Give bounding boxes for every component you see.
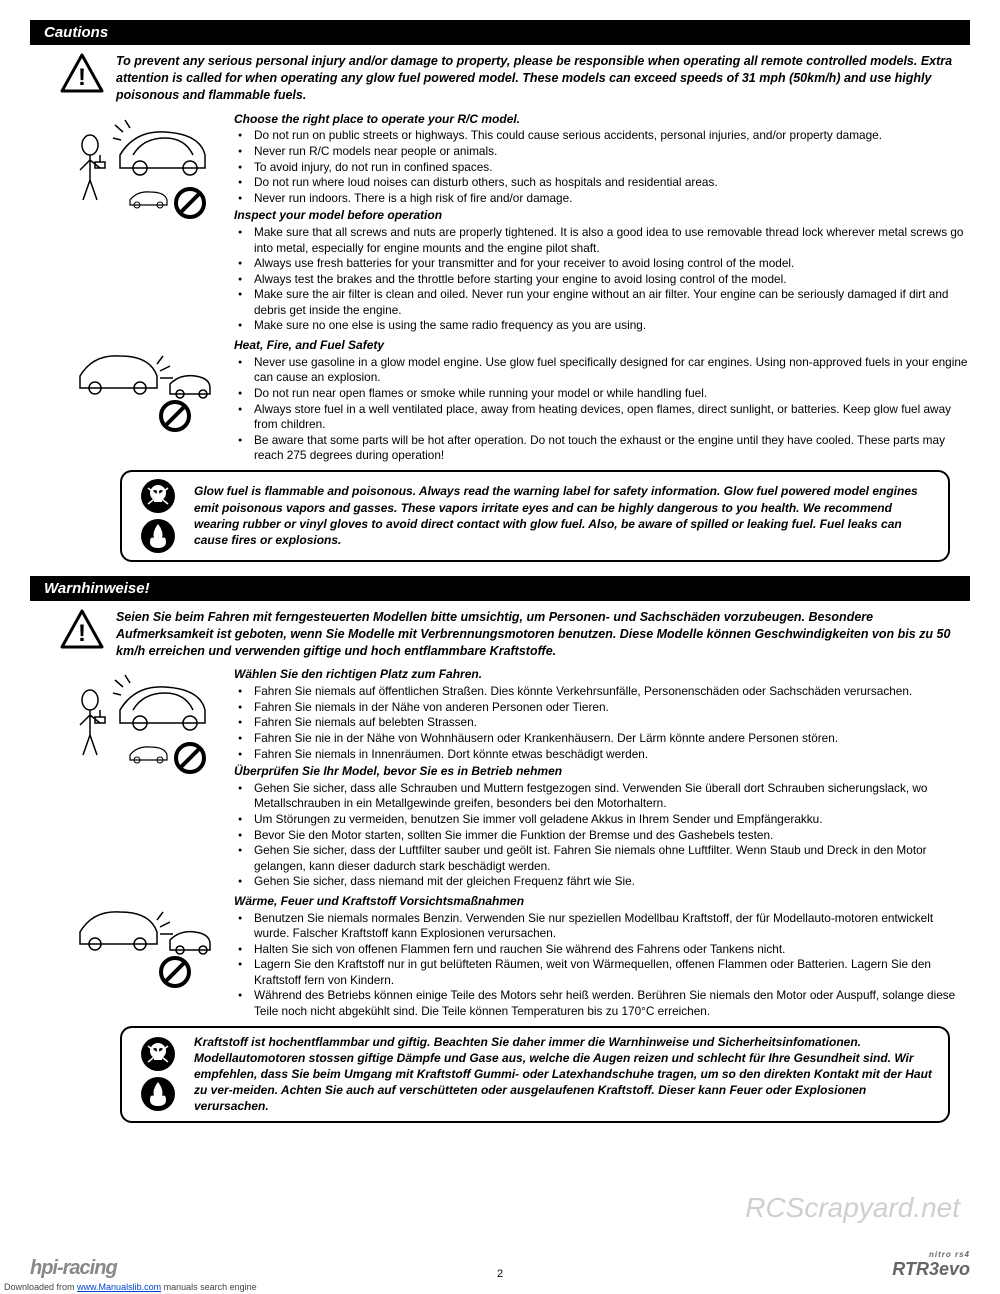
logo-left: hpi-racing	[30, 1257, 117, 1280]
footer: hpi-racing 2 nitro rs4 RTR3evo	[0, 1250, 1000, 1280]
list-item: Always test the brakes and the throttle …	[254, 272, 970, 288]
subhead-de-1: Überprüfen Sie Ihr Model, bevor Sie es i…	[234, 764, 970, 780]
list-item: Um Störungen zu vermeiden, benutzen Sie …	[254, 812, 970, 828]
list-item: Fahren Sie nie in der Nähe von Wohnhäuse…	[254, 731, 970, 747]
list-de-2: Benutzen Sie niemals normales Benzin. Ve…	[234, 911, 970, 1020]
download-line: Downloaded from www.Manualslib.com manua…	[4, 1282, 257, 1292]
list-de-1: Gehen Sie sicher, dass alle Schrauben un…	[234, 781, 970, 890]
warnbox-text-en: Glow fuel is flammable and poisonous. Al…	[194, 483, 936, 548]
list-item: Fahren Sie niemals in der Nähe von ander…	[254, 700, 970, 716]
header-en: Cautions	[30, 20, 970, 45]
intro-de: Seien Sie beim Fahren mit ferngesteuerte…	[116, 609, 970, 660]
list-item: Be aware that some parts will be hot aft…	[254, 433, 970, 464]
list-item: Gehen Sie sicher, dass der Luftfilter sa…	[254, 843, 970, 874]
list-item: Fahren Sie niemals in Innenräumen. Dort …	[254, 747, 970, 763]
subhead-en-2: Heat, Fire, and Fuel Safety	[234, 338, 970, 354]
list-item: Halten Sie sich von offenen Flammen fern…	[254, 942, 970, 958]
list-item: Do not run where loud noises can disturb…	[254, 175, 970, 191]
list-item: Bevor Sie den Motor starten, sollten Sie…	[254, 828, 970, 844]
list-item: Do not run near open flames or smoke whi…	[254, 386, 970, 402]
list-item: Benutzen Sie niemals normales Benzin. Ve…	[254, 911, 970, 942]
illustration-crash-de	[60, 665, 220, 889]
warning-box-en: Glow fuel is flammable and poisonous. Al…	[120, 470, 950, 562]
list-item: Never use gasoline in a glow model engin…	[254, 355, 970, 386]
intro-en: To prevent any serious personal injury a…	[116, 53, 970, 104]
watermark: RCScrapyard.net	[745, 1192, 960, 1224]
svg-text:!: !	[78, 620, 86, 647]
flame-icon	[140, 1076, 176, 1112]
header-de: Warnhinweise!	[30, 576, 970, 601]
warning-triangle-icon: !	[60, 53, 104, 104]
list-en-1: Make sure that all screws and nuts are p…	[234, 225, 970, 334]
list-item: Never run R/C models near people or anim…	[254, 144, 970, 160]
logo-right: nitro rs4 RTR3evo	[892, 1250, 970, 1280]
list-item: Fahren Sie niemals auf belebten Strassen…	[254, 715, 970, 731]
list-item: Make sure that all screws and nuts are p…	[254, 225, 970, 256]
skull-icon	[140, 1036, 176, 1072]
list-item: Gehen Sie sicher, dass alle Schrauben un…	[254, 781, 970, 812]
subhead-en-0: Choose the right place to operate your R…	[234, 112, 970, 128]
subhead-en-1: Inspect your model before operation	[234, 208, 970, 224]
list-item: Gehen Sie sicher, dass niemand mit der g…	[254, 874, 970, 890]
list-item: Lagern Sie den Kraftstoff nur in gut bel…	[254, 957, 970, 988]
warning-box-de: Kraftstoff ist hochentflammbar und gifti…	[120, 1026, 950, 1123]
list-item: Fahren Sie niemals auf öffentlichen Stra…	[254, 684, 970, 700]
list-item: Während des Betriebs können einige Teile…	[254, 988, 970, 1019]
list-en-0: Do not run on public streets or highways…	[234, 128, 970, 206]
list-item: Make sure the air filter is clean and oi…	[254, 287, 970, 318]
flame-icon	[140, 518, 176, 554]
page-number: 2	[497, 1268, 503, 1280]
skull-icon	[140, 478, 176, 514]
subhead-de-0: Wählen Sie den richtigen Platz zum Fahre…	[234, 667, 970, 683]
illustration-collision	[60, 336, 220, 464]
list-item: To avoid injury, do not run in confined …	[254, 160, 970, 176]
warnbox-text-de: Kraftstoff ist hochentflammbar und gifti…	[194, 1034, 936, 1115]
manualslib-link[interactable]: www.Manualslib.com	[77, 1282, 161, 1292]
list-item: Do not run on public streets or highways…	[254, 128, 970, 144]
illustration-crash	[60, 110, 220, 334]
subhead-de-2: Wärme, Feuer und Kraftstoff Vorsichtsmaß…	[234, 894, 970, 910]
svg-text:!: !	[78, 64, 86, 91]
list-en-2: Never use gasoline in a glow model engin…	[234, 355, 970, 464]
list-de-0: Fahren Sie niemals auf öffentlichen Stra…	[234, 684, 970, 762]
warning-triangle-icon: !	[60, 609, 104, 660]
illustration-collision-de	[60, 892, 220, 1020]
list-item: Never run indoors. There is a high risk …	[254, 191, 970, 207]
list-item: Make sure no one else is using the same …	[254, 318, 970, 334]
list-item: Always use fresh batteries for your tran…	[254, 256, 970, 272]
list-item: Always store fuel in a well ventilated p…	[254, 402, 970, 433]
